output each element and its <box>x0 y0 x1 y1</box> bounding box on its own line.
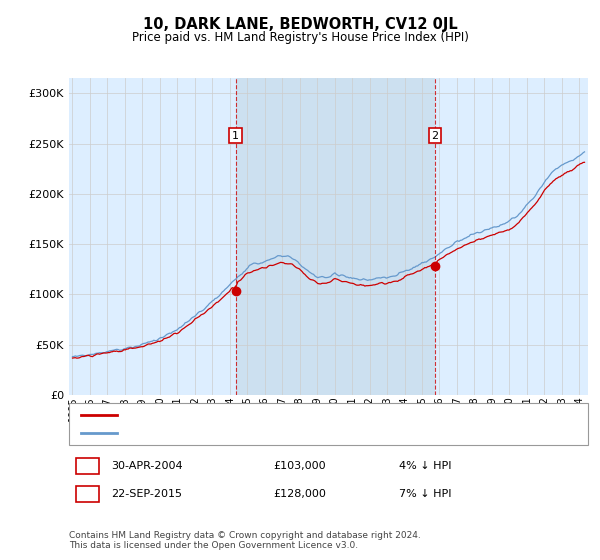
Text: Price paid vs. HM Land Registry's House Price Index (HPI): Price paid vs. HM Land Registry's House … <box>131 31 469 44</box>
Text: 2: 2 <box>431 130 439 141</box>
Text: 7% ↓ HPI: 7% ↓ HPI <box>399 489 452 499</box>
Text: £103,000: £103,000 <box>273 461 326 471</box>
Text: 22-SEP-2015: 22-SEP-2015 <box>111 489 182 499</box>
Bar <box>236 78 435 395</box>
Text: 10, DARK LANE, BEDWORTH, CV12 0JL (semi-detached house): 10, DARK LANE, BEDWORTH, CV12 0JL (semi-… <box>126 410 449 420</box>
Text: 1: 1 <box>232 130 239 141</box>
Text: HPI: Average price, semi-detached house, Nuneaton and Bedworth: HPI: Average price, semi-detached house,… <box>126 428 475 438</box>
Text: 1: 1 <box>84 461 91 471</box>
Text: 2: 2 <box>84 489 91 499</box>
Text: 4% ↓ HPI: 4% ↓ HPI <box>399 461 452 471</box>
Text: 30-APR-2004: 30-APR-2004 <box>111 461 182 471</box>
Text: £128,000: £128,000 <box>273 489 326 499</box>
Text: Contains HM Land Registry data © Crown copyright and database right 2024.
This d: Contains HM Land Registry data © Crown c… <box>69 530 421 550</box>
Text: 10, DARK LANE, BEDWORTH, CV12 0JL: 10, DARK LANE, BEDWORTH, CV12 0JL <box>143 17 457 32</box>
